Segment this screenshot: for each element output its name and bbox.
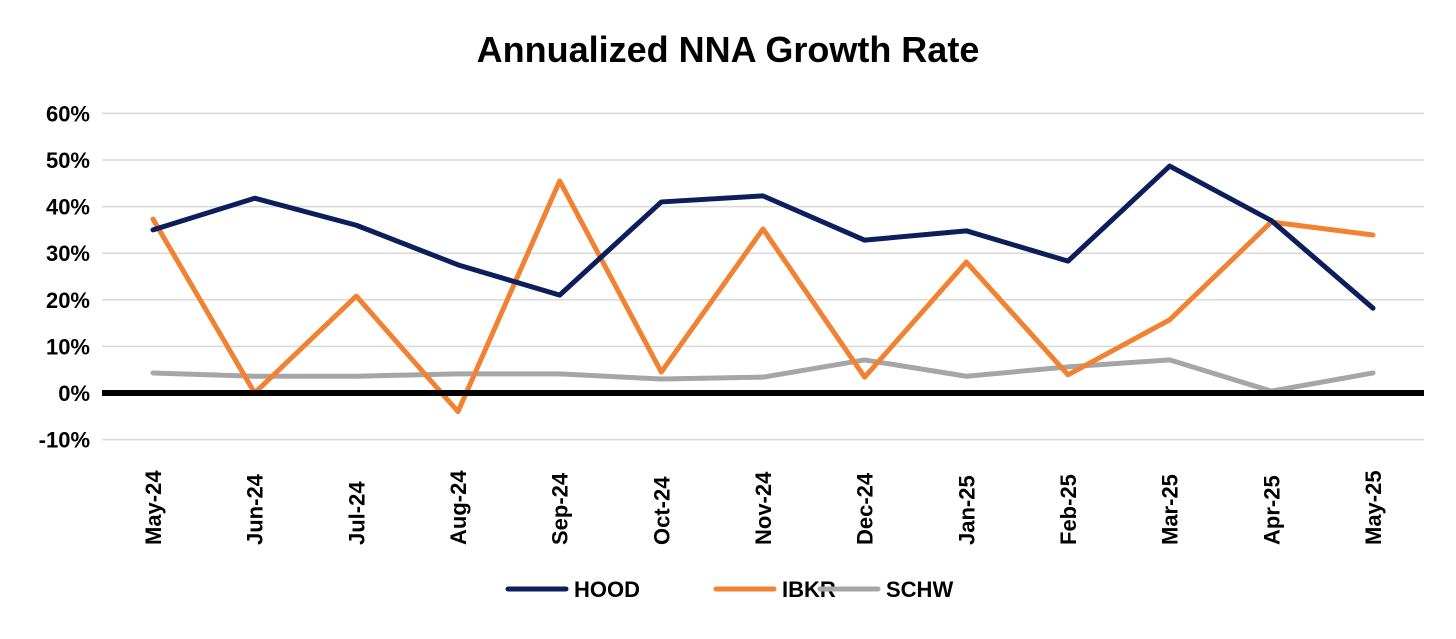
series-line-schw [150,357,1376,394]
gridlines [102,112,1424,441]
x-tick-label: May-24 [141,470,166,545]
series-line-ibkr [150,178,1376,415]
y-tick-label: 0% [58,381,90,406]
series-lines [102,163,1424,415]
legend: HOOD IBKR SCHW [505,577,953,602]
x-tick-label: Jun-24 [243,473,268,545]
x-tick-label: Oct-24 [649,476,674,545]
x-tick-label: Mar-25 [1158,474,1183,545]
y-tick-label: 30% [46,241,90,266]
y-axis-ticks: -10% 0% 10% 20% 30% 40% 50% 60% [39,101,90,452]
x-tick-label: Jan-25 [954,475,979,545]
x-tick-label: Jul-24 [344,481,369,545]
y-tick-label: 10% [46,334,90,359]
legend-label: HOOD [574,577,640,602]
y-tick-label: 50% [46,148,90,173]
x-axis-ticks: May-24 Jun-24 Jul-24 Aug-24 Sep-24 Oct-24 Nov-… [141,470,1386,545]
y-tick-label: 20% [46,288,90,313]
y-tick-label: 40% [46,195,90,220]
legend-label: SCHW [886,577,953,602]
x-tick-label: May-25 [1361,470,1386,545]
x-tick-label: Apr-25 [1259,475,1284,545]
y-tick-label: -10% [39,428,90,453]
chart-title: Annualized NNA Growth Rate [477,29,980,70]
y-tick-label: 60% [46,101,90,126]
x-tick-label: Feb-25 [1056,474,1081,545]
x-tick-label: Aug-24 [446,470,471,545]
x-tick-label: Dec-24 [853,472,878,545]
x-tick-label: Nov-24 [751,471,776,545]
series-line-hood [150,163,1376,311]
x-tick-label: Sep-24 [548,472,573,545]
